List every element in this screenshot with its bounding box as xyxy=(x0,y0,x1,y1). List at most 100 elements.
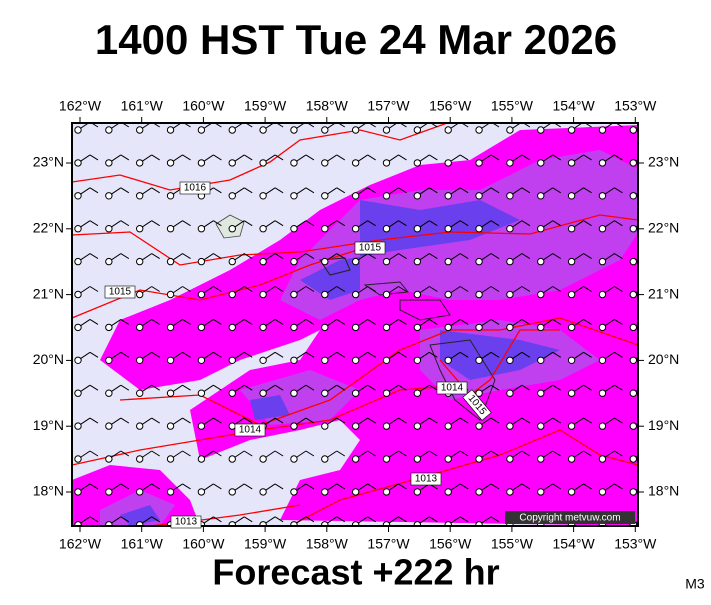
barb-flag xyxy=(459,154,469,161)
barb-flag xyxy=(367,220,376,227)
forecast-label: Forecast +222 hr xyxy=(212,552,499,593)
barb-flag xyxy=(459,187,469,194)
barb-flag xyxy=(213,187,222,194)
barb-flag xyxy=(583,318,592,325)
barb-flag xyxy=(243,450,253,457)
barb-flag xyxy=(429,318,438,325)
barb-flag xyxy=(274,187,284,194)
station xyxy=(136,389,144,397)
barb-flag xyxy=(583,450,592,457)
barb-flag xyxy=(552,286,562,292)
station xyxy=(444,521,452,526)
barb-flag xyxy=(306,123,315,128)
barb-flag xyxy=(459,450,469,457)
station xyxy=(382,488,391,496)
station xyxy=(629,422,637,430)
barb-flag xyxy=(336,384,346,391)
station xyxy=(105,455,113,463)
barb-flag xyxy=(151,318,160,325)
station xyxy=(382,159,391,167)
station xyxy=(413,257,422,266)
station xyxy=(598,225,607,233)
station xyxy=(136,192,144,200)
lon-label: 153°W xyxy=(614,98,657,114)
station xyxy=(228,521,236,526)
station xyxy=(228,488,236,496)
station xyxy=(197,290,206,299)
barb-flag xyxy=(274,417,284,424)
barb-flag xyxy=(429,516,438,523)
station xyxy=(413,389,422,397)
barb-flag xyxy=(243,516,253,523)
station xyxy=(197,488,206,496)
station xyxy=(351,389,360,397)
barb-flag xyxy=(521,384,531,391)
station xyxy=(105,521,113,526)
barb-flag xyxy=(243,351,253,358)
station xyxy=(382,422,391,430)
barb-flag xyxy=(459,351,469,358)
station xyxy=(598,488,607,496)
station xyxy=(351,225,360,233)
barb-flag xyxy=(243,220,253,227)
station xyxy=(290,521,298,526)
station xyxy=(321,323,329,332)
barb-flag xyxy=(645,122,653,127)
lat-label: 18°N xyxy=(648,483,679,499)
barb-flag xyxy=(305,483,315,490)
station xyxy=(382,521,391,526)
barb-flag xyxy=(336,351,346,358)
barb-flag xyxy=(243,318,253,325)
barb-flag xyxy=(89,450,99,457)
lon-label: 161°W xyxy=(121,536,164,552)
barb-flag xyxy=(120,516,130,523)
station xyxy=(598,290,607,299)
barb-flag xyxy=(367,187,376,194)
station xyxy=(537,488,545,496)
barb-flag xyxy=(120,483,130,490)
station xyxy=(197,126,206,134)
barb-flag xyxy=(583,483,592,490)
barb-flag xyxy=(336,417,346,424)
barb-flag xyxy=(490,286,500,292)
station xyxy=(321,422,329,430)
lon-label: 162°W xyxy=(59,536,102,552)
barb-flag xyxy=(614,220,623,227)
barb-flag xyxy=(398,154,407,161)
station xyxy=(290,257,298,266)
barb-flag xyxy=(367,384,376,391)
lon-label: 155°W xyxy=(491,98,534,114)
barb-flag xyxy=(490,318,500,325)
barb-flag xyxy=(429,450,438,457)
isobar-label: 1013 xyxy=(175,517,198,528)
isobar-label: 1013 xyxy=(415,474,438,485)
barb-flag xyxy=(430,123,438,128)
station xyxy=(351,290,360,299)
station xyxy=(197,323,206,332)
barb-flag xyxy=(398,384,407,391)
station xyxy=(136,455,144,463)
barb-flag xyxy=(337,123,346,128)
barb-flag xyxy=(274,351,284,358)
barb-flag xyxy=(274,253,284,260)
barb-flag xyxy=(552,154,562,161)
station xyxy=(228,323,236,332)
lat-label: 19°N xyxy=(648,417,679,433)
barb-flag xyxy=(645,319,653,324)
title: 1400 HST Tue 24 Mar 2026 xyxy=(95,16,617,63)
barb-flag xyxy=(614,187,623,194)
barb-flag xyxy=(151,187,160,194)
station xyxy=(537,323,545,332)
barb-flag xyxy=(614,286,623,292)
barb-flag xyxy=(367,253,376,260)
barb-flag xyxy=(89,417,99,424)
lon-label: 158°W xyxy=(306,98,349,114)
station xyxy=(413,126,422,134)
station xyxy=(598,159,607,167)
station xyxy=(321,488,329,496)
barb-flag xyxy=(336,253,346,260)
isobar-labels: 1016 1015 1015 1014 1015 1014 1013 1013 xyxy=(104,181,492,529)
barb-flag xyxy=(460,123,469,128)
barb-flag xyxy=(398,516,407,523)
barb-flag xyxy=(89,351,99,358)
